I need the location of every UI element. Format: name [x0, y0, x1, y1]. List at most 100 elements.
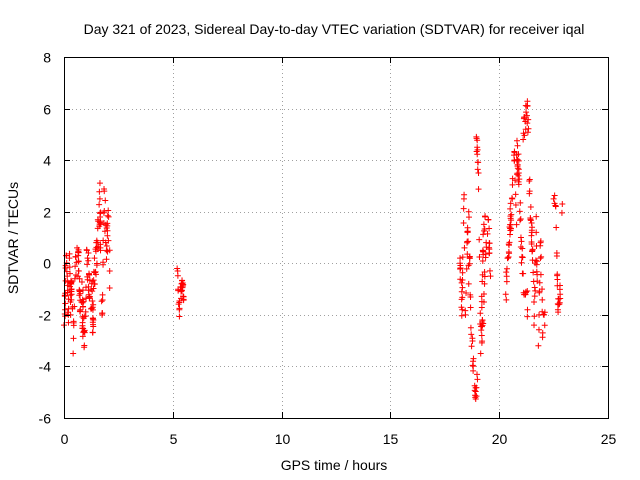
- data-point: [460, 220, 467, 227]
- x-tick-labels: 0 5 10 15 20 25: [61, 431, 617, 447]
- data-point: [509, 181, 516, 188]
- data-point: [75, 267, 82, 274]
- data-point: [472, 396, 479, 403]
- x-tick-label: 10: [275, 431, 291, 447]
- data-point: [475, 186, 482, 193]
- data-point: [508, 195, 515, 202]
- data-point: [88, 305, 95, 312]
- data-point: [505, 254, 512, 261]
- data-point: [89, 329, 96, 336]
- data-point: [538, 253, 545, 260]
- data-point: [106, 284, 113, 291]
- data-point: [459, 284, 466, 291]
- data-point: [476, 236, 483, 243]
- data-point: [468, 331, 475, 338]
- x-tick-label: 0: [61, 431, 69, 447]
- data-point: [539, 296, 546, 303]
- data-point: [464, 228, 471, 235]
- data-point: [81, 342, 88, 349]
- data-point: [503, 296, 510, 303]
- data-point: [96, 195, 103, 202]
- data-point: [470, 363, 477, 370]
- y-axis-label: SDTVAR / TECUs: [5, 182, 21, 294]
- data-point: [483, 244, 490, 251]
- data-point: [89, 304, 96, 311]
- data-point: [93, 260, 100, 267]
- data-point: [475, 159, 482, 166]
- data-point: [474, 151, 481, 158]
- data-point: [517, 244, 524, 251]
- data-point: [541, 322, 548, 329]
- data-point: [514, 171, 521, 178]
- data-point: [539, 308, 546, 315]
- data-point: [514, 156, 521, 163]
- data-point: [526, 176, 533, 183]
- data-point: [512, 201, 519, 208]
- data-point: [559, 200, 566, 207]
- data-point: [517, 215, 524, 222]
- data-point: [537, 242, 544, 249]
- data-point: [531, 298, 538, 305]
- data-point: [472, 388, 479, 395]
- data-point: [526, 177, 533, 184]
- data-point: [512, 177, 519, 184]
- data-point: [517, 234, 524, 241]
- data-point: [535, 326, 542, 333]
- data-point: [100, 259, 107, 266]
- data-point: [176, 305, 183, 312]
- data-point: [470, 355, 477, 362]
- data-point: [459, 276, 466, 283]
- data-point: [102, 221, 109, 228]
- data-point: [515, 151, 522, 158]
- x-axis-label: GPS time / hours: [281, 457, 388, 473]
- data-point: [79, 333, 86, 340]
- data-point: [465, 214, 472, 221]
- x-tick-label: 20: [492, 431, 508, 447]
- data-point: [514, 161, 521, 168]
- data-point: [507, 205, 514, 212]
- data-point: [517, 199, 524, 206]
- data-point: [89, 297, 96, 304]
- data-point: [478, 339, 485, 346]
- data-point: [480, 290, 487, 297]
- data-point: [530, 269, 537, 276]
- data-point: [522, 102, 529, 109]
- data-point: [467, 324, 474, 331]
- data-point: [502, 291, 509, 298]
- data-point: [179, 277, 186, 284]
- chart-title: Day 321 of 2023, Sidereal Day-to-day VTE…: [84, 21, 585, 37]
- data-point: [508, 211, 515, 218]
- data-point: [524, 306, 531, 313]
- x-tick-label: 5: [170, 431, 178, 447]
- data-point: [458, 296, 465, 303]
- data-point: [79, 287, 86, 294]
- data-point: [533, 229, 540, 236]
- data-point: [474, 371, 481, 378]
- data-point: [101, 186, 108, 193]
- data-point: [85, 250, 92, 257]
- data-point: [527, 204, 534, 211]
- data-point: [82, 313, 89, 320]
- data-point: [94, 225, 101, 232]
- data-point: [486, 225, 493, 232]
- data-point: [92, 246, 99, 253]
- y-tick-labels: -6 -4 -2 0 2 4 6 8: [39, 50, 52, 427]
- data-point: [551, 200, 558, 207]
- data-point: [534, 278, 541, 285]
- data-point: [553, 253, 560, 260]
- data-point: [96, 180, 103, 187]
- data-point: [75, 249, 82, 256]
- y-tick-label: 8: [43, 50, 51, 66]
- data-point: [457, 255, 464, 262]
- data-point: [461, 191, 468, 198]
- data-point: [80, 328, 87, 335]
- data-point: [66, 270, 73, 277]
- data-point: [458, 304, 465, 311]
- data-point: [519, 245, 526, 252]
- data-point: [515, 166, 522, 173]
- data-point: [486, 240, 493, 247]
- data-point: [105, 213, 112, 220]
- data-point: [175, 287, 182, 294]
- data-point: [522, 126, 529, 133]
- data-point: [75, 258, 82, 265]
